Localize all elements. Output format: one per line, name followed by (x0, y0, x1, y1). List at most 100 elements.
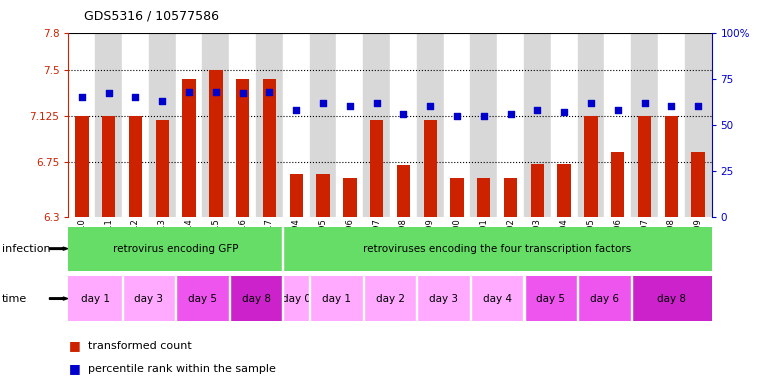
Text: day 2: day 2 (375, 293, 405, 304)
Bar (578, 33, 604, 217)
Bar (343, 178, 356, 217)
Bar (363, 276, 417, 321)
Bar (183, 79, 196, 217)
Bar (363, 33, 390, 217)
Bar (631, 33, 658, 217)
Bar (524, 33, 551, 217)
Text: day 5: day 5 (188, 293, 217, 304)
Bar (68, 276, 122, 321)
Bar (604, 33, 631, 217)
Bar (122, 276, 123, 321)
Bar (310, 33, 336, 217)
Point (371, 99, 383, 106)
Bar (504, 178, 517, 217)
Bar (122, 276, 176, 321)
Point (344, 103, 356, 109)
Bar (396, 166, 410, 217)
Point (692, 103, 704, 109)
Bar (282, 276, 283, 321)
Point (237, 90, 249, 96)
Bar (363, 276, 364, 321)
Bar (263, 79, 276, 217)
Bar (310, 276, 363, 321)
Bar (417, 33, 444, 217)
Bar (75, 116, 88, 217)
Text: infection: infection (2, 243, 50, 254)
Bar (470, 276, 471, 321)
Text: day 4: day 4 (482, 293, 511, 304)
Bar (664, 116, 678, 217)
Bar (283, 33, 310, 217)
Bar (524, 276, 578, 321)
Bar (176, 276, 229, 321)
Text: day 3: day 3 (429, 293, 458, 304)
Bar (530, 164, 544, 217)
Text: day 6: day 6 (590, 293, 619, 304)
Bar (417, 276, 470, 321)
Point (76, 94, 88, 100)
Bar (451, 178, 463, 217)
Text: ■: ■ (68, 362, 80, 375)
Text: day 0: day 0 (282, 293, 310, 304)
Bar (289, 174, 303, 217)
Bar (149, 33, 176, 217)
Point (612, 107, 624, 113)
Bar (202, 33, 229, 217)
Point (183, 89, 195, 95)
Text: retroviruses encoding the four transcription factors: retroviruses encoding the four transcrip… (363, 243, 632, 254)
Bar (175, 276, 177, 321)
Point (129, 94, 142, 100)
Point (103, 90, 115, 96)
Point (638, 99, 651, 106)
Bar (176, 33, 202, 217)
Point (451, 113, 463, 119)
Bar (68, 227, 283, 271)
Bar (416, 276, 417, 321)
Bar (102, 116, 116, 217)
Bar (424, 120, 437, 217)
Bar (236, 79, 250, 217)
Point (424, 103, 436, 109)
Bar (444, 33, 470, 217)
Bar (578, 276, 631, 321)
Bar (631, 276, 632, 321)
Bar (229, 276, 283, 321)
Bar (129, 116, 142, 217)
Bar (631, 276, 712, 321)
Point (317, 99, 329, 106)
Point (505, 111, 517, 117)
Point (665, 103, 677, 109)
Point (210, 89, 222, 95)
Point (263, 89, 275, 95)
Bar (611, 152, 625, 217)
Point (531, 107, 543, 113)
Bar (283, 227, 712, 271)
Bar (256, 33, 283, 217)
Bar (584, 116, 597, 217)
Point (397, 111, 409, 117)
Bar (551, 33, 578, 217)
Bar (497, 33, 524, 217)
Text: ■: ■ (68, 339, 80, 352)
Point (558, 109, 570, 115)
Bar (155, 120, 169, 217)
Text: retrovirus encoding GFP: retrovirus encoding GFP (113, 243, 238, 254)
Bar (470, 33, 497, 217)
Text: percentile rank within the sample: percentile rank within the sample (88, 364, 275, 374)
Bar (370, 120, 384, 217)
Bar (558, 164, 571, 217)
Text: day 5: day 5 (537, 293, 565, 304)
Bar (638, 116, 651, 217)
Bar (317, 174, 330, 217)
Bar (229, 33, 256, 217)
Bar (692, 152, 705, 217)
Bar (282, 227, 283, 271)
Bar (283, 276, 310, 321)
Text: day 1: day 1 (322, 293, 351, 304)
Bar (209, 70, 222, 217)
Point (156, 98, 168, 104)
Bar (658, 33, 685, 217)
Bar (68, 33, 95, 217)
Text: day 8: day 8 (241, 293, 271, 304)
Bar (95, 33, 122, 217)
